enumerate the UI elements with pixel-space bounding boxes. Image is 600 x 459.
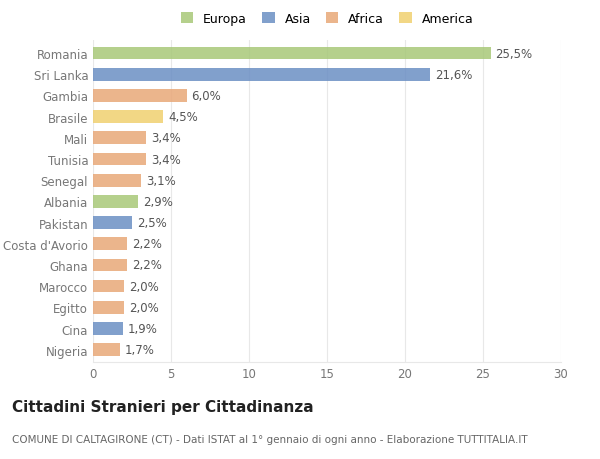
Bar xyxy=(93,132,146,145)
Bar xyxy=(93,280,124,293)
Text: COMUNE DI CALTAGIRONE (CT) - Dati ISTAT al 1° gennaio di ogni anno - Elaborazion: COMUNE DI CALTAGIRONE (CT) - Dati ISTAT … xyxy=(12,434,527,444)
Bar xyxy=(93,344,119,356)
Text: 2,5%: 2,5% xyxy=(137,217,166,230)
Text: 2,9%: 2,9% xyxy=(143,196,173,208)
Text: 6,0%: 6,0% xyxy=(191,90,221,103)
Bar xyxy=(93,301,124,314)
Text: 3,4%: 3,4% xyxy=(151,153,181,166)
Bar xyxy=(93,48,491,60)
Text: 1,9%: 1,9% xyxy=(127,322,157,335)
Text: 21,6%: 21,6% xyxy=(434,69,472,82)
Bar xyxy=(93,259,127,272)
Bar xyxy=(93,174,142,187)
Bar xyxy=(93,153,146,166)
Text: 2,0%: 2,0% xyxy=(129,280,158,293)
Text: 3,4%: 3,4% xyxy=(151,132,181,145)
Bar xyxy=(93,217,132,230)
Text: 25,5%: 25,5% xyxy=(496,48,533,61)
Bar xyxy=(93,322,122,335)
Text: Cittadini Stranieri per Cittadinanza: Cittadini Stranieri per Cittadinanza xyxy=(12,399,314,414)
Text: 2,2%: 2,2% xyxy=(132,238,162,251)
Text: 2,0%: 2,0% xyxy=(129,301,158,314)
Text: 1,7%: 1,7% xyxy=(124,343,154,356)
Text: 3,1%: 3,1% xyxy=(146,174,176,187)
Text: 2,2%: 2,2% xyxy=(132,259,162,272)
Bar xyxy=(93,69,430,82)
Bar xyxy=(93,196,138,208)
Text: 4,5%: 4,5% xyxy=(168,111,197,124)
Bar xyxy=(93,111,163,124)
Bar xyxy=(93,238,127,251)
Bar xyxy=(93,90,187,103)
Legend: Europa, Asia, Africa, America: Europa, Asia, Africa, America xyxy=(177,9,477,29)
